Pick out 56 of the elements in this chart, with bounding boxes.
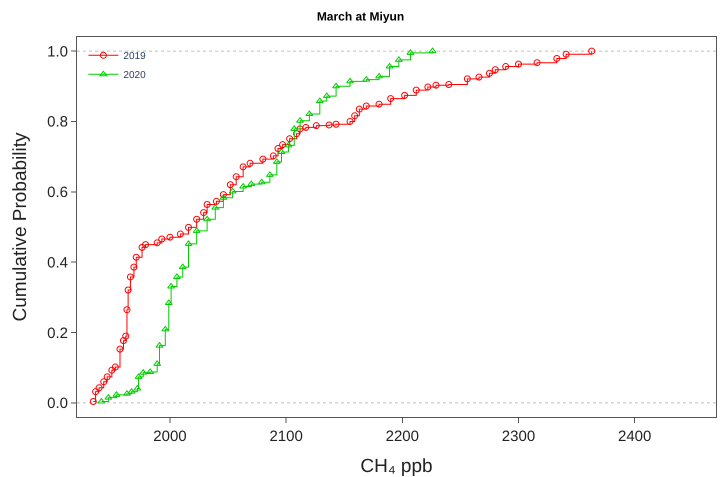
point [284,142,292,148]
point [239,183,248,189]
point [272,158,281,164]
x-tick-label: 2300 [502,428,536,445]
point [156,342,164,348]
point [184,240,192,246]
point [146,368,154,374]
x-tick-label: 2000 [153,428,187,445]
point [112,391,120,397]
point [258,178,266,184]
point [296,117,304,123]
point [161,326,170,332]
legend-label: 2019 [123,51,146,62]
x-tick-label: 2200 [386,428,419,445]
y-tick-label: 1.0 [47,43,68,60]
y-tick-label: 0.8 [47,114,68,131]
point [211,204,220,210]
x-axis-title: CH₄ ppb [360,456,433,477]
point [322,92,331,98]
point [192,227,201,233]
point [305,110,314,116]
point [228,188,237,194]
point [386,63,394,69]
y-tick-label: 0.0 [47,395,68,412]
point [172,273,181,279]
point [394,56,403,62]
point [153,360,162,366]
point [134,373,143,379]
point [178,264,187,270]
point [203,216,212,222]
point [139,369,148,375]
chart-title: March at Miyun [316,9,404,24]
y-tick-label: 0.2 [47,324,68,342]
y-tick-label: 0.4 [47,254,68,272]
point [219,194,228,200]
point [167,282,176,288]
x-tick-label: 2400 [618,428,652,445]
point [104,394,112,400]
point [247,180,256,186]
point [346,78,354,84]
point [266,171,274,177]
point [332,82,340,88]
x-tick-label: 2100 [269,428,303,445]
point [406,49,414,55]
point [290,125,298,131]
point [97,398,106,404]
y-tick-label: 0.6 [47,184,68,202]
legend-label: 2020 [123,70,146,82]
point [316,98,324,104]
point [128,388,136,394]
point [375,72,384,78]
point [278,148,286,154]
point [123,390,131,396]
point [362,76,370,82]
point [428,48,436,54]
y-axis-title: Cumulative Probability [10,132,31,322]
